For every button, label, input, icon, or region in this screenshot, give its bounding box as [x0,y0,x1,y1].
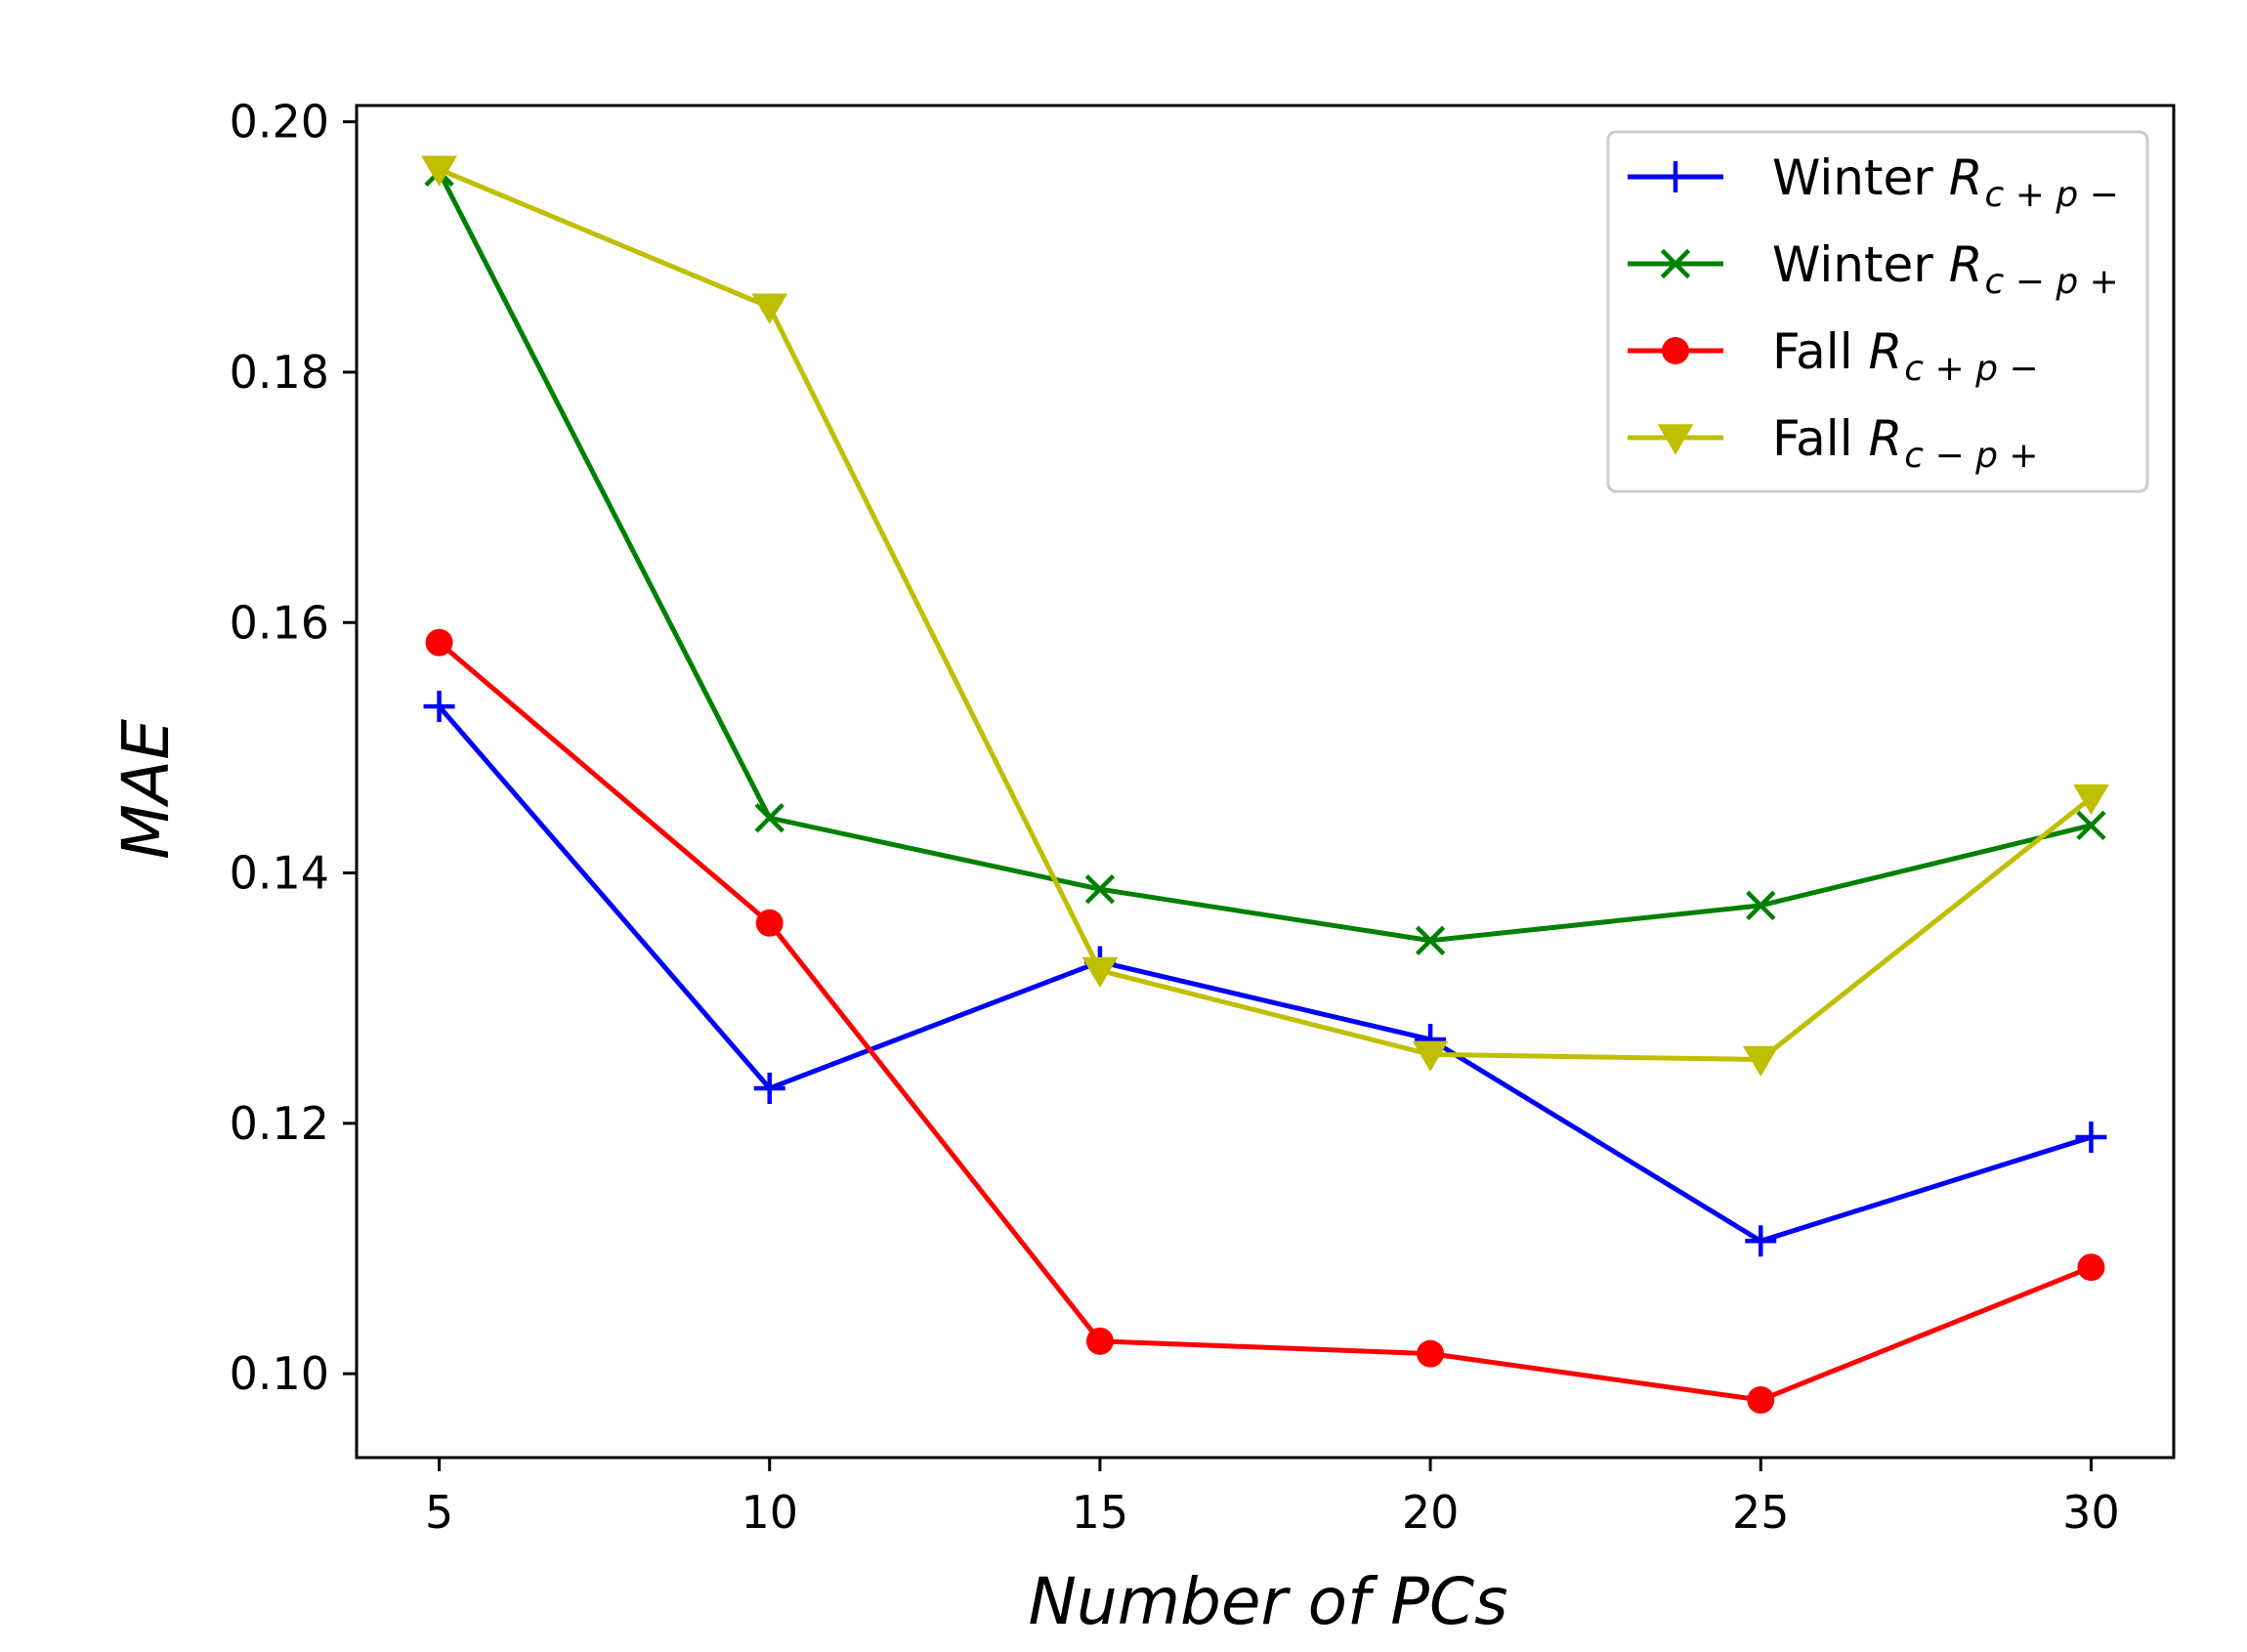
legend: Winter Rc + p − Winter Rc − p + Fall Rc + … [1606,130,2149,493]
x-axis: 5 10 15 20 25 30 [425,1458,2120,1539]
x-tick-label: 15 [1072,1486,1129,1539]
series-line [437,170,2093,944]
x-tick-label: 25 [1732,1486,1790,1539]
data-point [2076,810,2106,841]
data-point [1745,1225,1777,1257]
legend-label: Fall Rc + p − [1772,323,2039,389]
data-point [423,691,455,723]
x-tick-label: 5 [425,1486,453,1539]
x-tick-label: 10 [741,1486,798,1539]
series-layer [421,155,2109,1415]
x-tick-label: 20 [1402,1486,1460,1539]
data-point [2075,1121,2107,1153]
data-point [753,1072,785,1104]
data-point [1417,1339,1445,1368]
data-point [1747,1386,1775,1415]
data-point [1742,1045,1779,1077]
y-tick-label: 0.14 [230,847,329,900]
legend-label: Winter Rc + p − [1772,149,2119,215]
legend-item: Fall Rc − p + [1628,410,2039,476]
data-point [1746,890,1776,921]
x-tick-label: 30 [2062,1486,2120,1539]
y-tick-label: 0.16 [230,596,329,649]
y-tick-label: 0.18 [230,346,329,399]
data-point [754,802,784,833]
axes-frame-layer [355,104,2176,1460]
data-point [755,909,784,937]
data-point [2073,784,2109,816]
legend-marker [1660,248,1691,279]
legend-marker [1662,337,1689,364]
legend-item: Fall Rc + p − [1628,323,2039,389]
series-line [438,167,2094,1062]
legend-marker [1660,161,1691,192]
data-point [1084,874,1116,905]
x-axis-title: Number of PCs [1029,1564,1508,1639]
legend-marker [1657,424,1694,455]
y-tick-label: 0.20 [230,96,329,148]
data-point [2077,1253,2105,1282]
data-point [1085,1327,1114,1355]
series-3 [425,628,2105,1415]
legend-box [1606,130,2149,493]
data-point [421,155,457,187]
series-line [437,704,2093,1244]
y-axis: 0.10 0.12 0.14 0.16 0.18 0.20 [230,96,357,1400]
data-point [1412,1040,1449,1072]
data-point [425,628,453,657]
data-point [1081,956,1119,988]
y-tick-label: 0.10 [230,1347,329,1400]
legend-label: Fall Rc − p + [1772,410,2039,476]
data-point [1415,925,1446,955]
data-point [751,293,788,324]
legend-item: Winter Rc − p + [1628,236,2119,302]
y-tick-label: 0.12 [230,1097,329,1150]
series-line [437,640,2093,1403]
series-4 [421,155,2109,1077]
legend-item: Winter Rc + p − [1628,149,2119,215]
axes-frame [355,104,2176,1460]
y-axis-title: MAE [108,719,184,860]
legend-label: Winter Rc − p + [1772,236,2119,302]
